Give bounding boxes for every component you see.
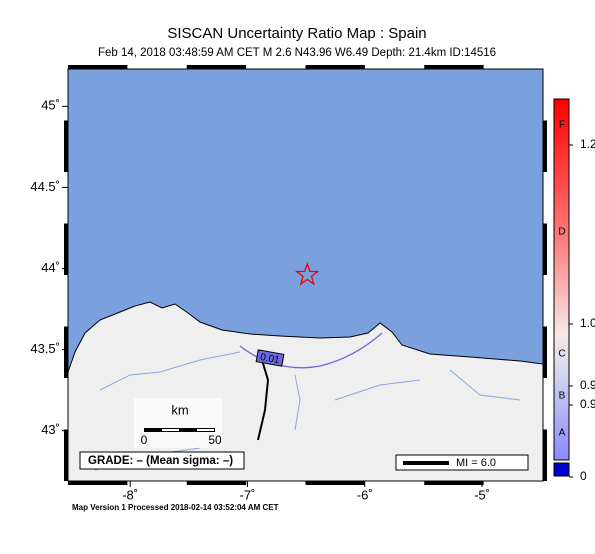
colorbar-letter: A (559, 428, 566, 439)
frame-bar (305, 481, 365, 485)
scale-unit: km (171, 402, 188, 417)
scale-box (134, 398, 222, 448)
colorbar-letter: D (558, 227, 565, 238)
frame-bar (424, 65, 484, 69)
scale-tick-label: 50 (208, 433, 222, 447)
footer: Map Version 1 Processed 2018-02-14 03:52… (72, 503, 279, 512)
frame-bar (64, 429, 68, 481)
y-tick-label: 43˚ (41, 422, 60, 437)
frame-bar (64, 120, 68, 172)
colorbar-letter: B (559, 391, 566, 402)
frame-bar (186, 65, 247, 69)
frame-bar (68, 481, 128, 485)
frame-bar (543, 429, 547, 481)
grade: GRADE: – (Mean sigma: –) (88, 455, 233, 467)
title: SISCAN Uncertainty Ratio Map : Spain (167, 25, 426, 42)
colorbar-tick-label: 0 (580, 469, 587, 483)
x-tick-label: -8˚ (122, 487, 138, 502)
subtitle: Feb 14, 2018 03:48:59 AM CET M 2.6 N43.9… (98, 47, 496, 59)
frame-bar (305, 65, 365, 69)
x-tick-label: -7˚ (239, 487, 255, 502)
scale-bar-gap (162, 429, 179, 431)
reservoir (257, 359, 270, 441)
x-tick-label: -5˚ (474, 487, 490, 502)
x-tick-label: -6˚ (357, 487, 373, 502)
colorbar-letter: C (558, 349, 565, 360)
legend-label: MI = 6.0 (456, 457, 496, 469)
colorbar-tick-label: 0.9 (580, 378, 595, 392)
frame-bar (186, 481, 247, 485)
frame-bar (64, 326, 68, 378)
colorbar (553, 98, 570, 461)
scale-tick-label: 0 (141, 433, 148, 447)
legend-line (403, 461, 449, 465)
epicenter (294, 262, 320, 286)
grade-box (79, 451, 245, 470)
colorbar-zero (553, 462, 570, 477)
contour-label: 0.01 (259, 352, 281, 366)
legend-box (395, 454, 529, 471)
frame-bar (543, 326, 547, 378)
colorbar-tick-label: 1.0 (580, 316, 595, 330)
y-tick-label: 43.5˚ (30, 341, 60, 356)
frame-bars (64, 65, 547, 485)
scale-bar (144, 428, 215, 432)
colorbar-tick-label: 0.9 (580, 397, 595, 411)
contour-label-box (255, 349, 285, 367)
y-tick-label: 44.5˚ (30, 179, 60, 194)
y-tick-label: 44˚ (41, 260, 60, 275)
colorbar-tick-label: 1.2 (580, 137, 595, 151)
colorbar-letter: F (559, 120, 565, 131)
frame-bar (424, 481, 484, 485)
frame-bar (543, 223, 547, 275)
frame-bar (68, 65, 128, 69)
frame-bar (543, 120, 547, 172)
y-tick-label: 45˚ (41, 98, 60, 113)
scale-bar-gap (197, 429, 214, 431)
frame-bar (64, 223, 68, 275)
